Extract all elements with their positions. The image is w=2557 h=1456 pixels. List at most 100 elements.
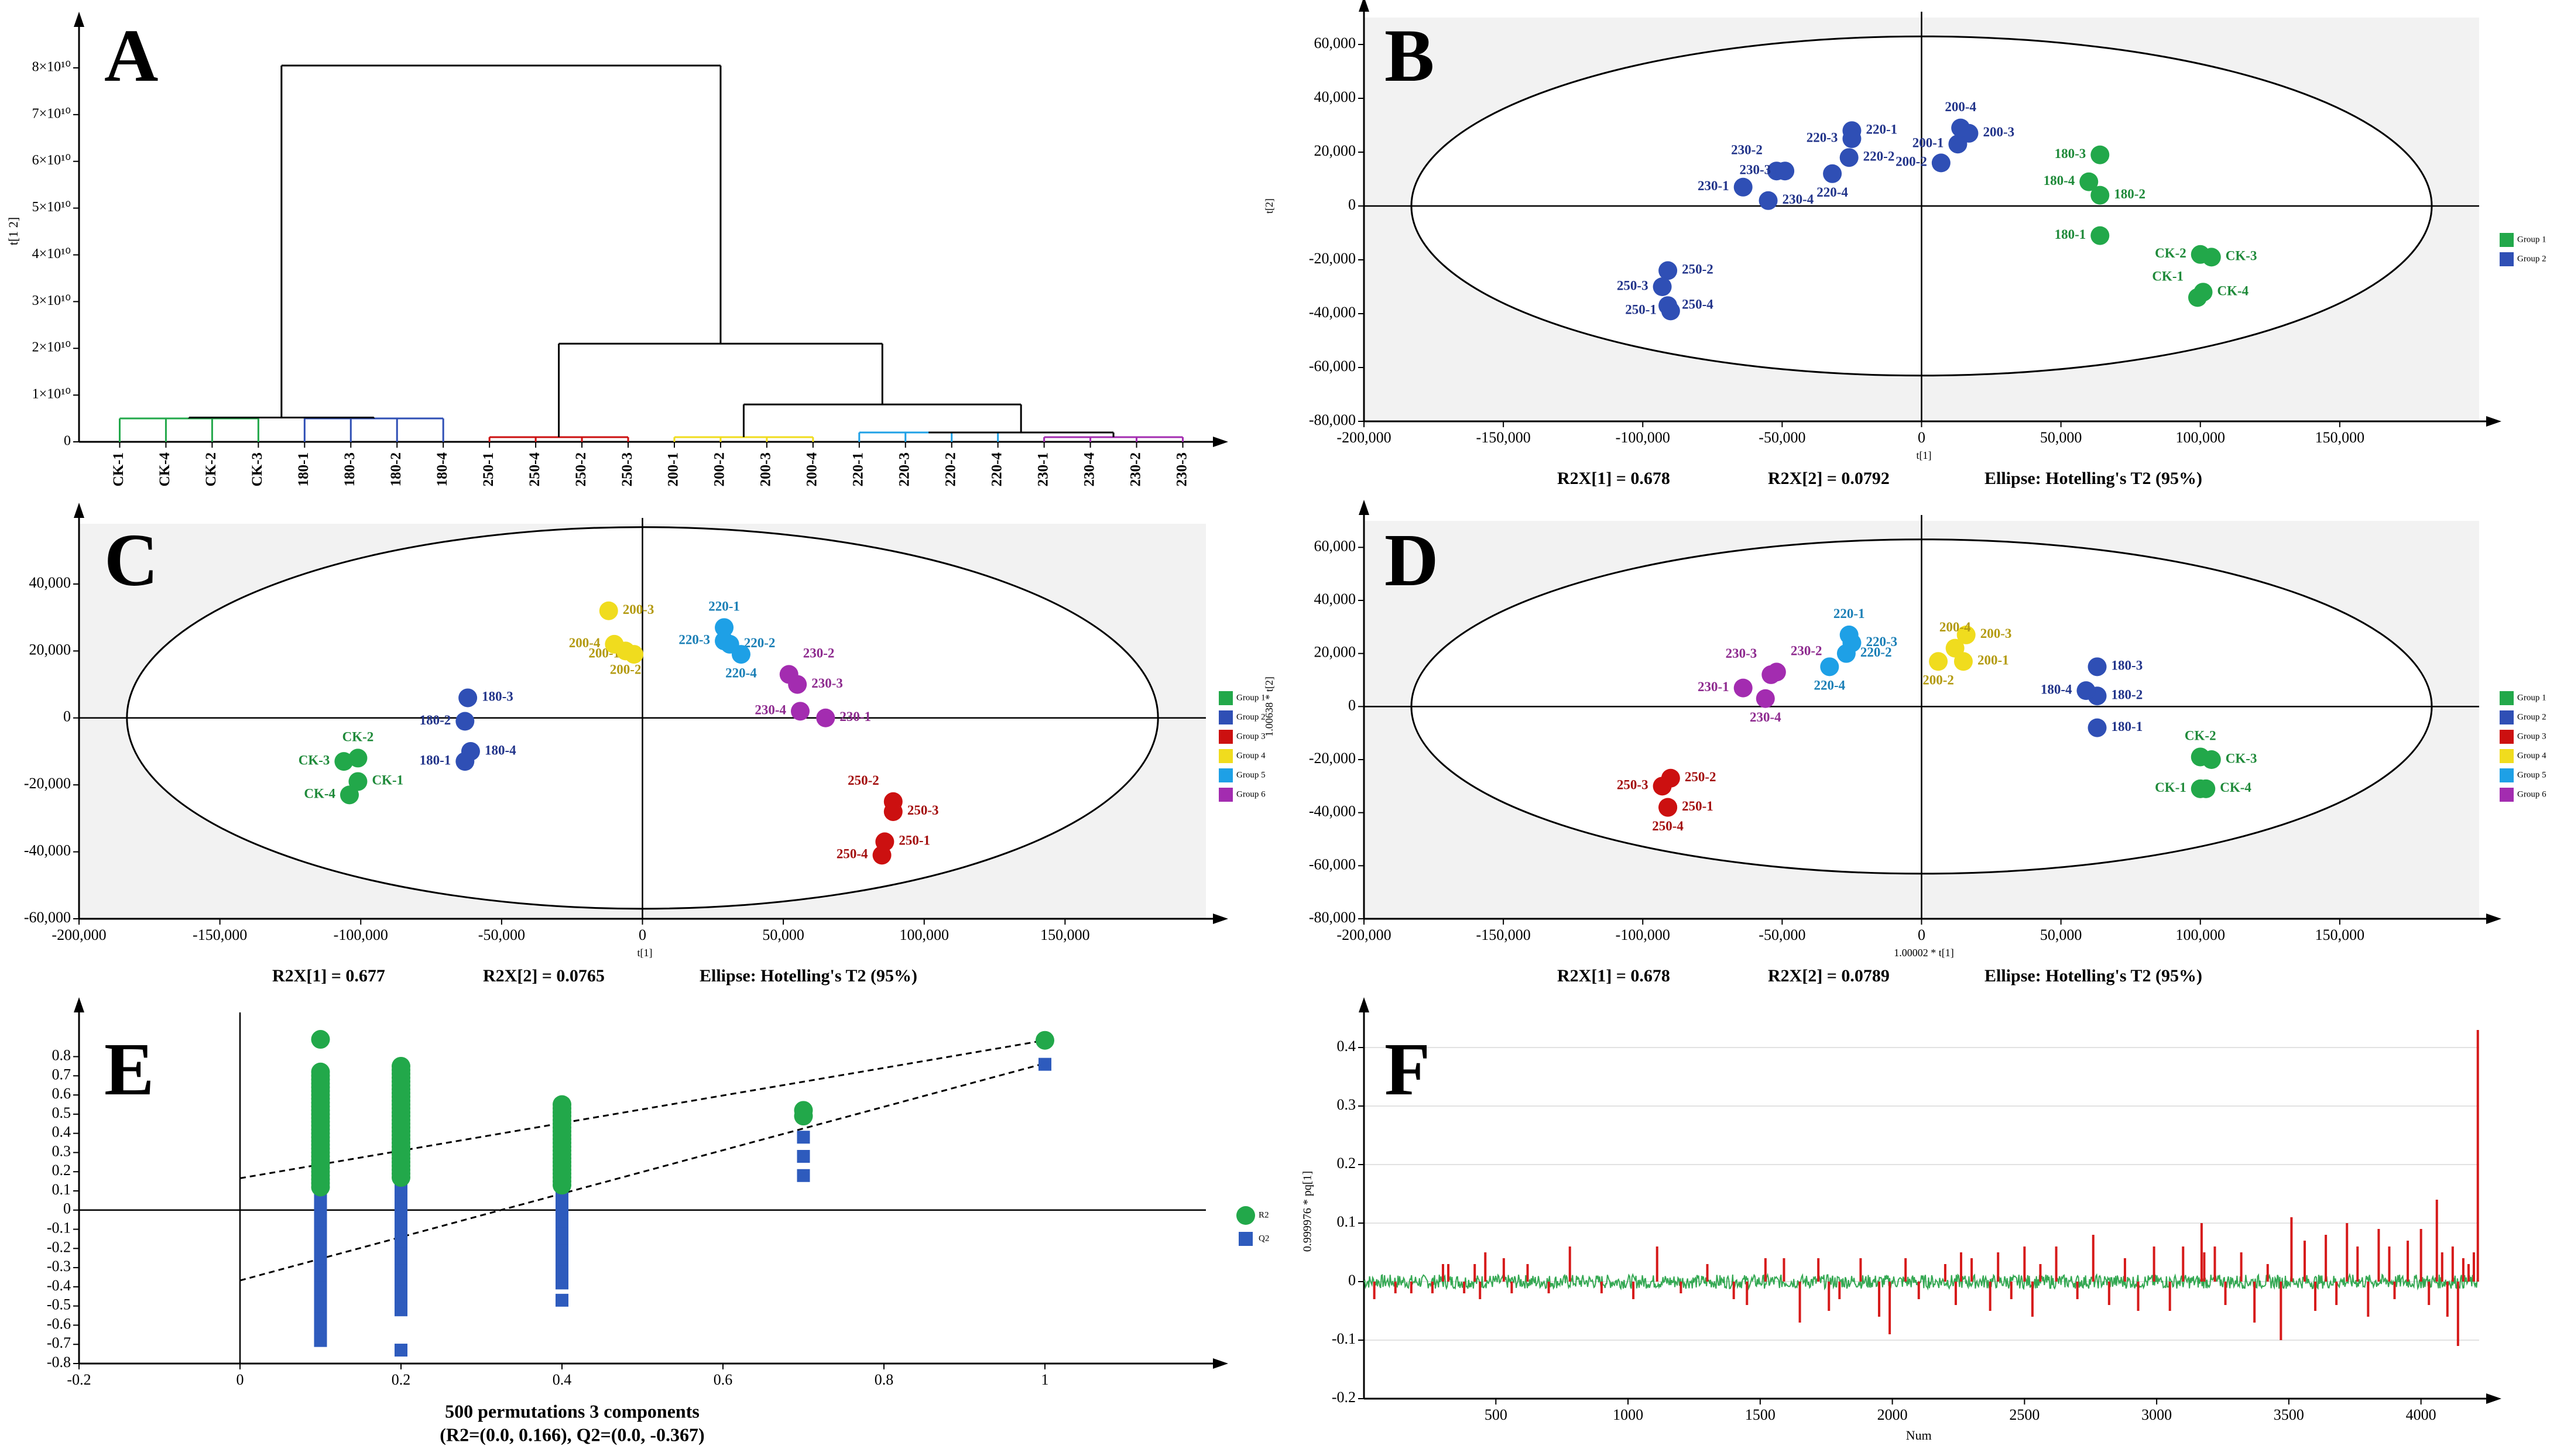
legend-swatch [1239,1232,1253,1246]
x-tick-label: -50,000 [478,926,525,943]
point-label: 200-3 [623,602,654,617]
leaf-label: 230-4 [1081,452,1097,487]
x-tick-label: -150,000 [1476,926,1531,943]
legend-label: Group 6 [2517,789,2546,799]
x-tick-label: 3000 [2141,1406,2172,1423]
x-tick-label: 0.2 [392,1371,411,1388]
x-tick-label: 2000 [1877,1406,1908,1423]
point-label: 200-2 [1896,154,1927,169]
legend-swatch [1219,730,1233,744]
leaf-label: CK-4 [157,452,173,487]
data-point [348,748,368,768]
point-label: 200-4 [1945,99,1976,114]
y-tick-label: -0.6 [47,1315,71,1332]
x-axis-label: 1.00002 * t[1] [1894,947,1954,959]
leaf-label: 230-2 [1127,452,1143,486]
y-tick-label: 3×10¹⁰ [32,293,71,308]
data-point [348,772,368,791]
legend-swatch [1236,1206,1255,1225]
data-point [2202,750,2221,769]
data-point [2088,657,2107,677]
point-label: 250-3 [1617,778,1648,792]
point-label: 220-4 [1814,678,1846,693]
data-point [2090,186,2110,205]
r2-point [392,1056,410,1076]
point-label: 180-4 [2041,682,2072,696]
point-label: CK-2 [2155,246,2186,260]
point-label: 180-1 [2055,227,2086,242]
y-tick-label: -40,000 [24,842,71,859]
x-tick-label: -200,000 [52,926,106,943]
data-point [1842,129,1862,148]
data-point [1929,652,1948,671]
data-point [2090,226,2110,245]
data-point [1658,261,1678,280]
q2-point [797,1131,810,1144]
point-label: 200-3 [1980,626,2012,641]
y-axis-arrow [1359,997,1369,1012]
point-label: 200-4 [569,636,601,650]
x-axis-label: Num [1906,1428,1932,1443]
point-label: 250-3 [1617,278,1648,293]
y-tick-label: 0.1 [1337,1213,1356,1230]
x-tick-label: 1000 [1613,1406,1643,1423]
point-label: 250-2 [1685,770,1716,784]
footer-r2x1: R2X[1] = 0.677 [272,966,385,985]
data-point [461,741,480,761]
panel-c: -200,000 -150,000 -100,000 -50,000 0 50,000 10… [24,503,1266,985]
point-label: CK-4 [2220,780,2251,795]
data-point [1733,177,1753,197]
y-tick-label: 1×10¹⁰ [32,387,71,402]
data-point [599,601,618,620]
y-tick-label: -80,000 [1309,411,1356,428]
y-tick-label: 0.8 [52,1047,71,1064]
legend-label: Group 4 [1236,751,1266,760]
y-tick-label: -60,000 [24,909,71,926]
x-tick-label: -150,000 [1476,429,1531,446]
panel-letter: E [104,1028,154,1111]
y-tick-label: -60,000 [1309,358,1356,375]
point-label: CK-1 [2155,780,2186,795]
y-tick-label: -20,000 [1309,250,1356,267]
data-point [1658,798,1678,817]
leaf-label: 200-2 [712,452,728,486]
legend-swatch [2500,730,2514,744]
y-tick-label: 0 [64,434,71,449]
x-tick-label: 1500 [1745,1406,1775,1423]
footer-ellipse: Ellipse: Hotelling's T2 (95%) [1984,469,2202,488]
y-tick-label: -40,000 [1309,304,1356,321]
x-tick-label: 150,000 [2315,429,2365,446]
footer-r2x1: R2X[1] = 0.678 [1557,966,1670,985]
leaf-label: 250-3 [619,452,635,486]
x-tick-label: 150,000 [1040,926,1090,943]
leaf-label: 220-4 [989,452,1005,487]
y-tick-label: 0.1 [52,1181,71,1198]
x-tick-label: 150,000 [2315,926,2365,943]
data-point [715,631,734,651]
y-tick-label: 0.4 [52,1124,71,1141]
x-tick-label: 0 [1918,429,1925,446]
legend-swatch [2500,788,2514,802]
x-axis-arrow [1213,1358,1228,1369]
data-point [816,708,835,727]
leaf-label: 220-1 [851,452,866,486]
r2-point [1036,1031,1054,1050]
x-axis-arrow [2486,416,2501,427]
y-tick-label: 20,000 [1314,142,1356,159]
footer-r2x2: R2X[2] = 0.0792 [1768,469,1890,488]
x-axis-label: t[1] [1917,449,1932,461]
data-point [2193,283,2213,302]
point-label: CK-2 [2185,729,2216,743]
point-label: 200-2 [1922,673,1954,688]
y-axis-label: 0.999976 * pq[1] [1301,1171,1314,1252]
leaf-label: 230-3 [1174,452,1190,486]
y-tick-label: 4×10¹⁰ [32,246,71,262]
y-tick-label: 0.3 [52,1142,71,1159]
y-tick-label: 0.7 [52,1066,71,1083]
x-tick-label: 0.6 [714,1371,733,1388]
point-label: 230-1 [1698,679,1729,694]
legend-label: Q2 [1259,1234,1269,1243]
y-tick-label: 40,000 [1314,88,1356,105]
